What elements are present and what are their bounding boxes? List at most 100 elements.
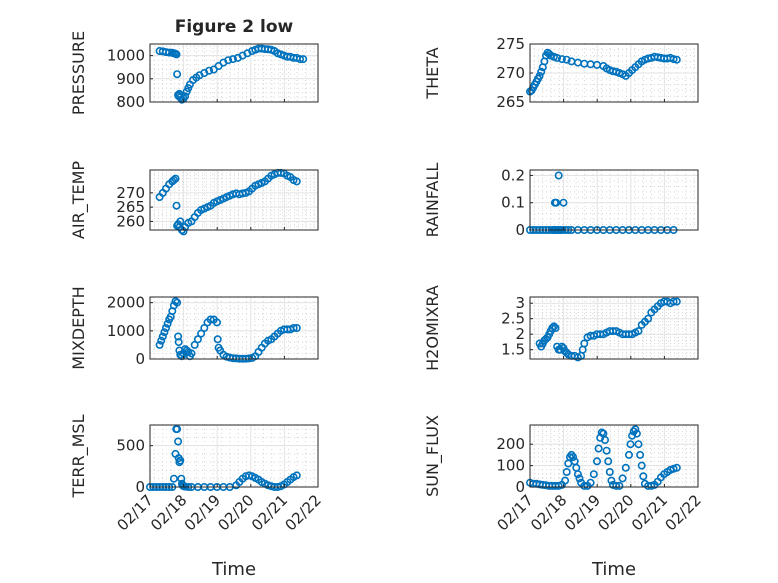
data-point: [181, 92, 190, 101]
y-tick-label: 0: [135, 478, 145, 496]
data-point: [292, 177, 301, 186]
axes-box: [529, 424, 699, 488]
x-tick-label: 02/21: [628, 491, 671, 534]
y-axis-label: H2OMIXRA: [423, 285, 442, 371]
data-point: [594, 444, 603, 453]
y-tick-label: 2000: [107, 294, 145, 312]
panel-2: 265 270 275 THETA: [423, 35, 699, 111]
y-tick-label: 100: [496, 457, 525, 475]
panel-8: 0 100 200 SUN_FLUX 02/1702/1802/1902/2002/21…: [423, 415, 705, 580]
x-tick-label: 02/19: [181, 491, 224, 534]
data-point: [612, 481, 621, 490]
y-tick-label: 1000: [107, 322, 145, 340]
data-point: [173, 298, 182, 307]
data-point: [621, 463, 630, 472]
data-point: [172, 50, 181, 59]
data-point: [669, 297, 678, 306]
data-point: [173, 70, 182, 79]
data-point: [299, 55, 308, 64]
data-point: [624, 450, 633, 459]
data-point: [600, 435, 609, 444]
x-axis-label: Time: [591, 559, 636, 580]
data-point: [213, 335, 222, 344]
axes-box: [149, 169, 319, 231]
data-point: [174, 437, 183, 446]
data-point: [562, 467, 571, 476]
data-point: [605, 467, 614, 476]
data-point: [569, 453, 578, 462]
data-point: [169, 176, 178, 185]
data-point: [176, 456, 185, 465]
data-point: [548, 323, 557, 332]
data-point: [604, 457, 613, 466]
data-point: [295, 55, 304, 64]
data-point: [573, 58, 582, 67]
y-axis-label: RAINFALL: [423, 163, 442, 238]
y-tick-label: 265: [116, 198, 145, 216]
data-point: [669, 55, 678, 64]
data-point: [537, 67, 546, 76]
data-point: [171, 174, 180, 183]
y-tick-label: 0: [515, 221, 525, 239]
y-tick-label: 0: [135, 350, 145, 368]
y-tick-label: 200: [496, 435, 525, 453]
data-point: [573, 470, 582, 479]
y-tick-label: 900: [116, 70, 145, 88]
data-point: [173, 425, 182, 434]
x-tick-label: 02/19: [561, 491, 604, 534]
y-axis-label: THETA: [423, 47, 442, 99]
figure-title: Figure 2 low: [175, 17, 294, 37]
data-point: [535, 71, 544, 80]
data-point: [589, 470, 598, 479]
panel-4: 0 0.1 0.2 RAINFALL: [423, 163, 699, 239]
y-tick-label: 260: [116, 212, 145, 230]
data-point: [292, 323, 301, 332]
series-markers: [525, 48, 681, 96]
data-point: [592, 457, 601, 466]
data-point: [213, 318, 222, 327]
y-axis-label: SUN_FLUX: [423, 415, 443, 497]
data-point: [553, 53, 562, 62]
data-point: [626, 440, 635, 449]
y-tick-label: 275: [496, 35, 525, 53]
series-markers: [535, 297, 681, 362]
x-tick-label: 02/18: [147, 491, 190, 534]
x-tick-label: 02/22: [282, 491, 325, 534]
data-point: [206, 315, 215, 324]
y-tick-label: 0: [515, 478, 525, 496]
data-point: [187, 349, 196, 358]
series-markers: [146, 425, 301, 491]
data-point: [637, 461, 646, 470]
y-tick-label: 500: [116, 437, 145, 455]
data-point: [551, 323, 560, 332]
x-tick-label: 02/20: [594, 491, 637, 534]
data-point: [193, 335, 202, 344]
data-point: [176, 217, 185, 226]
axes-box: [149, 296, 319, 360]
data-point: [632, 429, 641, 438]
data-point: [174, 338, 183, 347]
data-point: [158, 332, 167, 341]
y-tick-label: 3: [515, 294, 525, 312]
data-point: [169, 474, 178, 483]
y-axis-label: AIR_TEMP: [69, 161, 89, 239]
y-tick-label: 800: [116, 93, 145, 111]
panel-5: 0 1000 2000 MIXDEPTH: [69, 286, 319, 370]
y-axis-label: MIXDEPTH: [69, 286, 88, 369]
axes-box: [149, 424, 319, 488]
data-point: [292, 471, 301, 480]
data-point: [644, 314, 653, 323]
data-point: [639, 472, 648, 481]
y-axis-label: TERR_MSL: [69, 414, 89, 498]
y-tick-label: 1.5: [501, 341, 525, 359]
data-point: [552, 198, 561, 207]
data-point: [554, 171, 563, 180]
data-point: [580, 59, 589, 68]
data-point: [224, 56, 233, 65]
series-markers: [155, 168, 301, 236]
axes-box: [529, 169, 699, 231]
data-point: [549, 322, 558, 331]
x-tick-label: 02/17: [114, 491, 157, 534]
